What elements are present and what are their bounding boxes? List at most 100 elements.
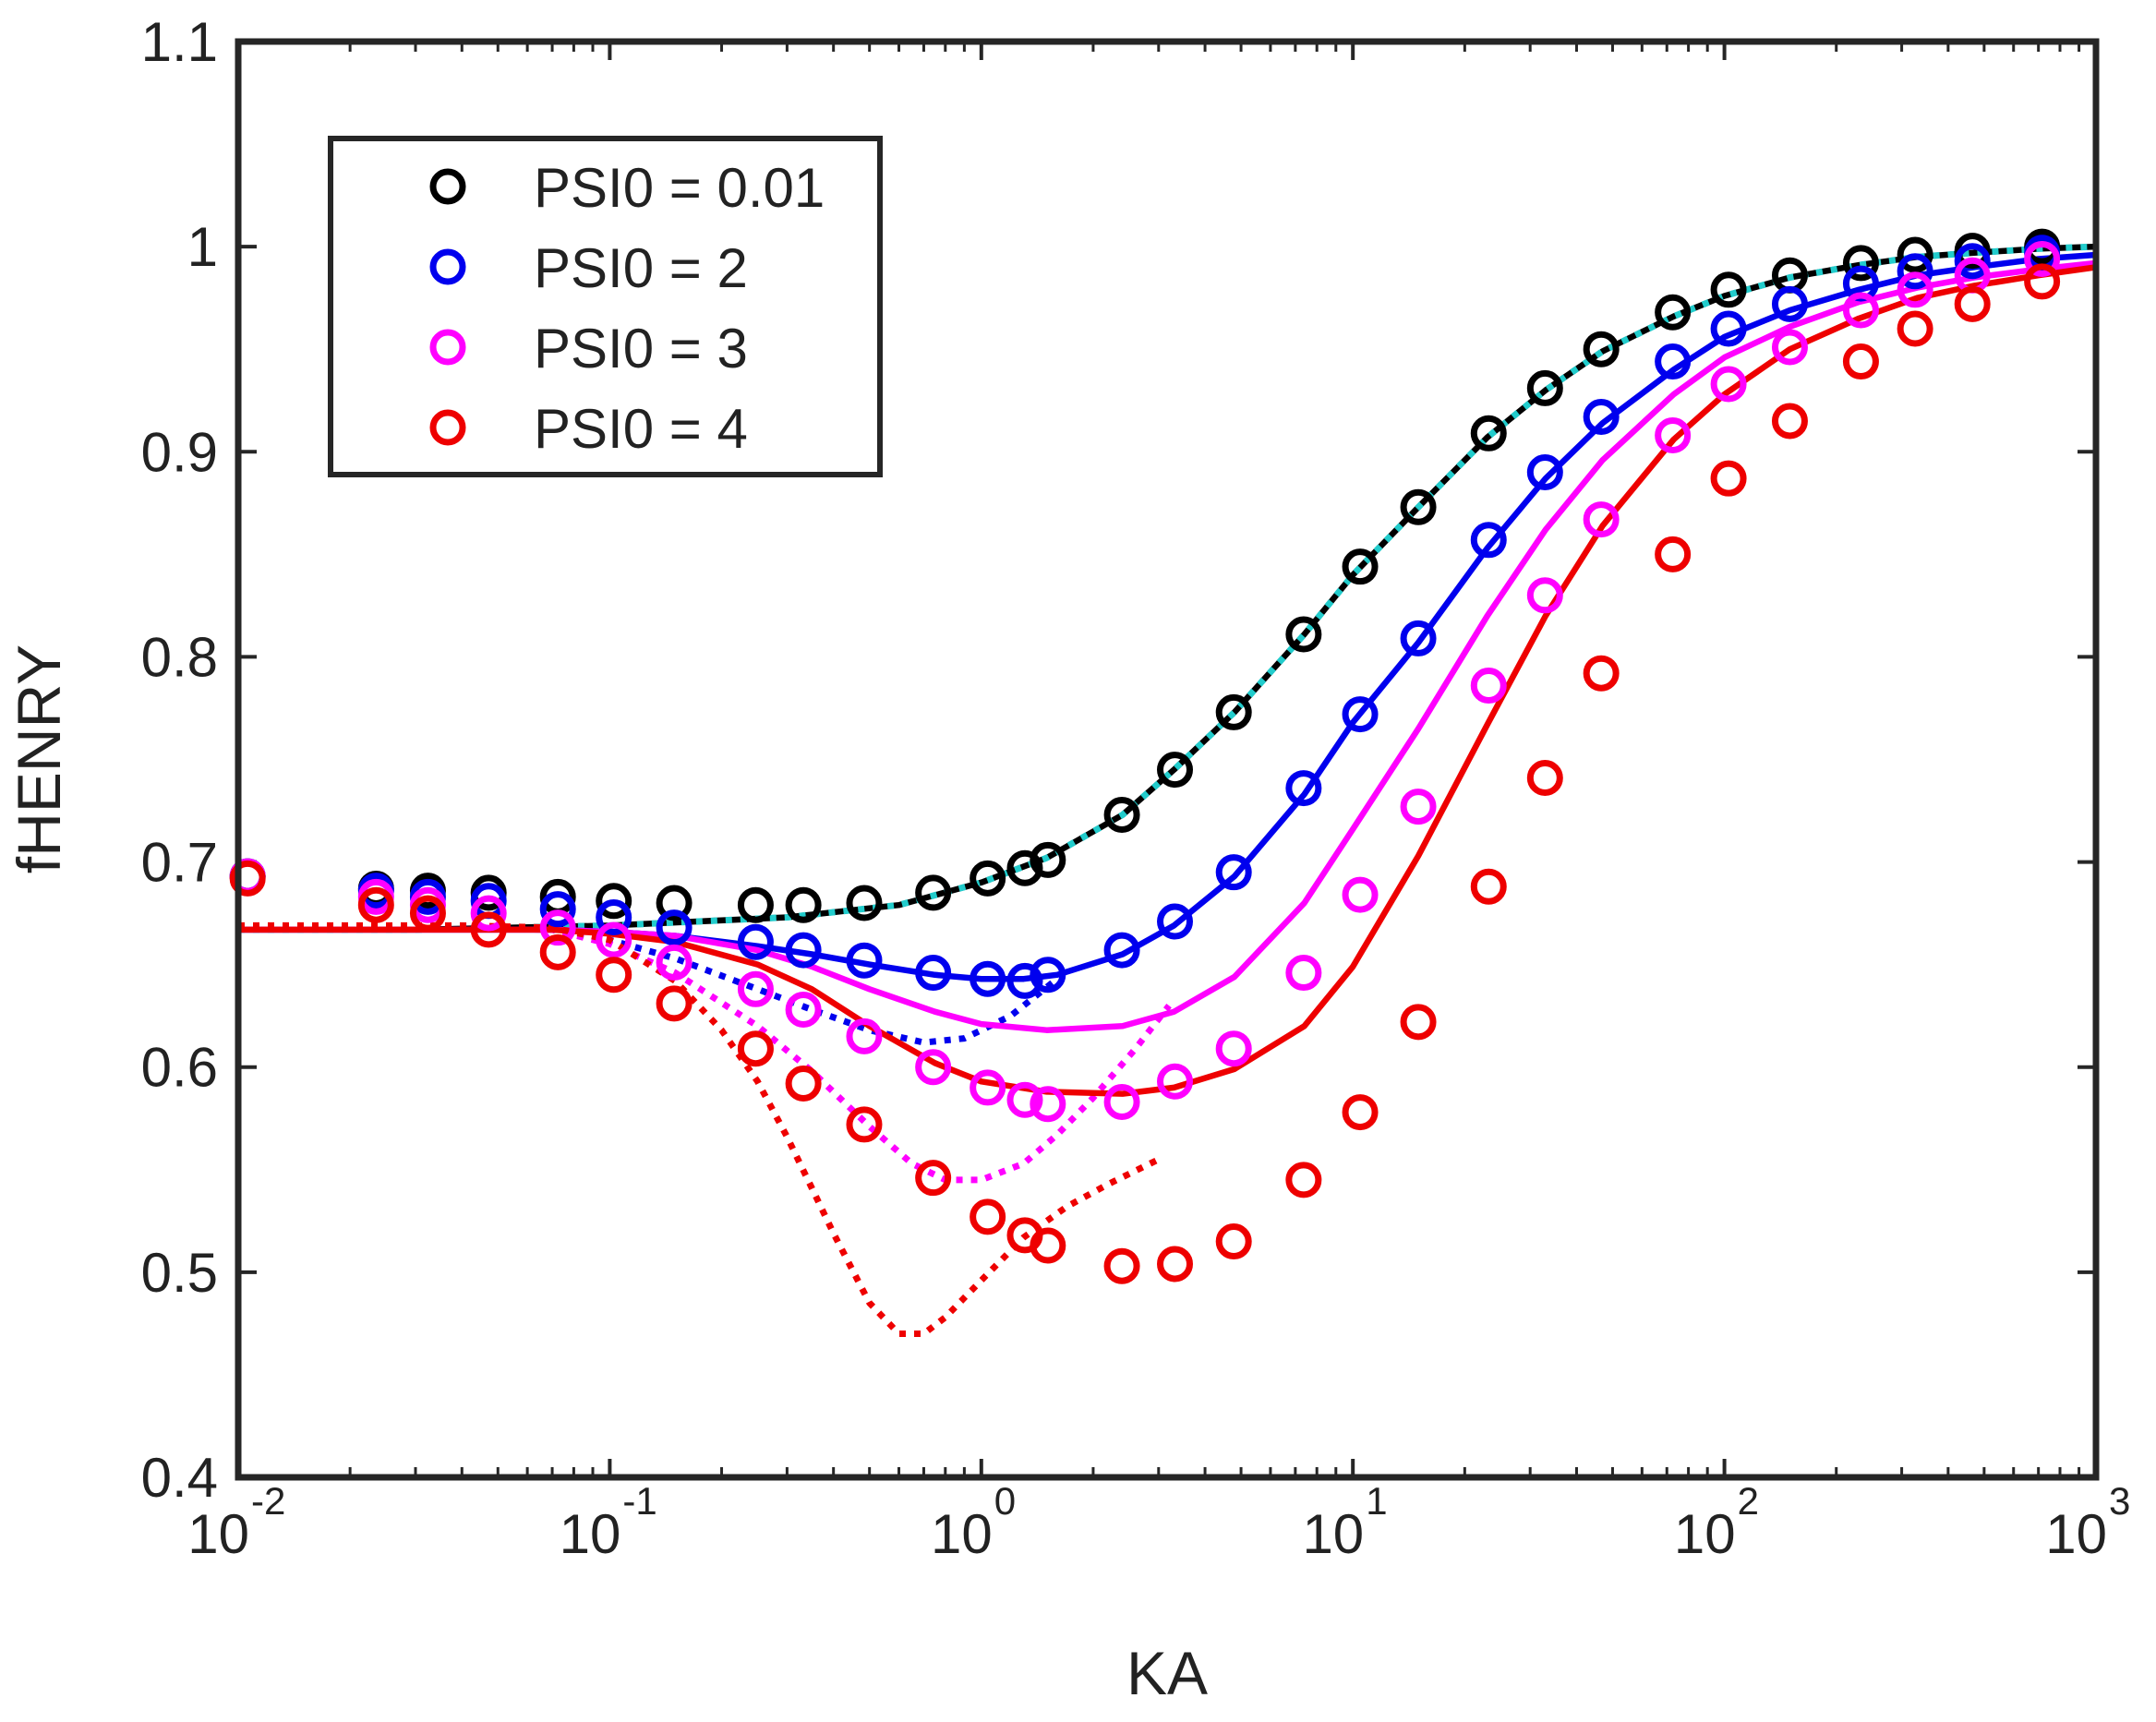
legend: PSI0 = 0.01 PSI0 = 2 PSI0 = 3 PSI0 = 4 bbox=[328, 136, 883, 477]
data-point bbox=[1897, 271, 1933, 308]
data-point bbox=[1103, 1247, 1140, 1284]
data-point bbox=[970, 1069, 1006, 1106]
data-point bbox=[1710, 271, 1747, 308]
data-point bbox=[1710, 366, 1747, 403]
data-point bbox=[1710, 310, 1747, 347]
data-point bbox=[970, 960, 1006, 997]
x-tick-base: 10 bbox=[1302, 1503, 1364, 1565]
data-point bbox=[785, 886, 822, 923]
data-point bbox=[1342, 696, 1379, 733]
data-point bbox=[2024, 263, 2061, 300]
data-point bbox=[737, 970, 774, 1007]
data-point bbox=[1526, 759, 1563, 796]
data-point bbox=[1470, 668, 1507, 704]
plot-frame bbox=[235, 38, 2100, 1481]
y-tick-labels: 0.4 0.5 0.6 0.7 0.8 0.9 1 1.1 bbox=[141, 11, 218, 1509]
data-point bbox=[409, 895, 446, 932]
y-tick-label: 0.7 bbox=[141, 832, 218, 894]
data-point bbox=[2024, 240, 2061, 277]
x-tick-exponent: 2 bbox=[1738, 1479, 1759, 1523]
data-point bbox=[1710, 460, 1747, 497]
data-point bbox=[1342, 876, 1379, 913]
y-tick-label: 1.1 bbox=[141, 11, 218, 73]
x-tick-exponent: 3 bbox=[2109, 1479, 2130, 1523]
x-tick-label: 101 bbox=[1302, 1479, 1387, 1565]
x-axis-label: KA bbox=[1126, 1639, 1208, 1707]
data-point bbox=[1157, 1246, 1194, 1282]
data-point bbox=[1342, 548, 1379, 585]
data-point bbox=[1771, 285, 1808, 322]
legend-marker bbox=[429, 168, 466, 205]
data-point bbox=[1215, 1223, 1252, 1260]
x-tick-label: 10-1 bbox=[560, 1479, 657, 1565]
data-point bbox=[1400, 488, 1437, 525]
data-point bbox=[915, 955, 952, 992]
data-point bbox=[1771, 329, 1808, 366]
y-tick-label: 0.6 bbox=[141, 1037, 218, 1099]
data-markers bbox=[229, 228, 2061, 1284]
y-tick-label: 0.8 bbox=[141, 626, 218, 688]
data-point bbox=[1897, 310, 1933, 347]
data-point bbox=[737, 886, 774, 923]
x-tick-base: 10 bbox=[1674, 1503, 1736, 1565]
legend-label: PSI0 = 2 bbox=[534, 237, 748, 299]
data-point bbox=[1215, 1030, 1252, 1067]
data-point bbox=[1771, 403, 1808, 440]
data-point bbox=[1103, 1083, 1140, 1120]
data-point bbox=[1215, 854, 1252, 891]
x-tick-base: 10 bbox=[931, 1503, 993, 1565]
y-tick-label: 1 bbox=[187, 216, 218, 278]
data-point bbox=[785, 1065, 822, 1102]
x-tick-exponent: 0 bbox=[994, 1479, 1016, 1523]
data-point bbox=[785, 992, 822, 1029]
data-point bbox=[1583, 501, 1620, 538]
data-point bbox=[737, 923, 774, 960]
data-point bbox=[970, 1198, 1006, 1235]
data-point bbox=[846, 1106, 883, 1143]
data-point bbox=[1954, 243, 1991, 280]
data-point bbox=[915, 1049, 952, 1086]
data-point bbox=[1470, 868, 1507, 905]
x-tick-label: 102 bbox=[1674, 1479, 1759, 1565]
data-point bbox=[357, 886, 394, 923]
data-point bbox=[229, 860, 266, 897]
data-point bbox=[1157, 903, 1194, 940]
x-tick-base: 10 bbox=[2045, 1503, 2107, 1565]
legend-label: PSI0 = 3 bbox=[534, 318, 748, 379]
data-point bbox=[1103, 796, 1140, 833]
data-point bbox=[470, 911, 507, 948]
data-point bbox=[1400, 620, 1437, 656]
data-point bbox=[1006, 1081, 1043, 1118]
data-point bbox=[1030, 1227, 1066, 1264]
data-point bbox=[1655, 343, 1692, 380]
data-point bbox=[656, 885, 693, 921]
data-point bbox=[1842, 343, 1879, 380]
data-point bbox=[656, 985, 693, 1022]
data-point bbox=[915, 1160, 952, 1197]
data-point bbox=[596, 883, 632, 920]
data-point bbox=[1526, 369, 1563, 406]
data-point bbox=[1400, 1004, 1437, 1041]
data-point bbox=[1897, 253, 1933, 290]
data-point bbox=[1897, 236, 1933, 273]
data-point bbox=[1583, 655, 1620, 692]
x-tick-exponent: -1 bbox=[622, 1479, 656, 1523]
legend-entries: PSI0 = 0.01 PSI0 = 2 PSI0 = 3 PSI0 = 4 bbox=[429, 157, 825, 460]
data-point bbox=[1103, 932, 1140, 969]
y-tick-label: 0.5 bbox=[141, 1242, 218, 1304]
y-tick-label: 0.4 bbox=[141, 1447, 218, 1509]
data-point bbox=[1030, 957, 1066, 993]
series-line bbox=[238, 259, 2097, 1033]
data-point bbox=[1285, 1162, 1322, 1198]
series-line bbox=[238, 264, 2097, 1097]
legend-label: PSI0 = 4 bbox=[534, 398, 748, 460]
data-point bbox=[1583, 331, 1620, 367]
data-point bbox=[539, 933, 576, 970]
data-point bbox=[1215, 693, 1252, 730]
data-point bbox=[970, 860, 1006, 897]
data-point bbox=[1285, 616, 1322, 653]
data-point bbox=[846, 1018, 883, 1054]
